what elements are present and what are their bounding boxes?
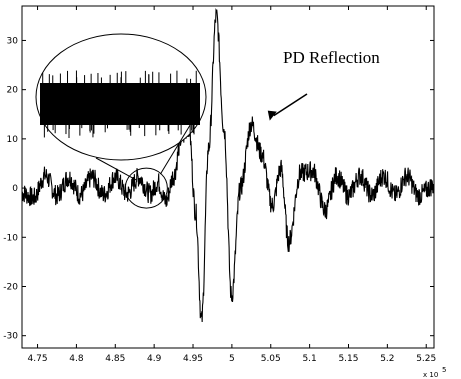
y-tick-label: -30	[3, 332, 18, 342]
x-tick-label: 4.8	[69, 354, 84, 364]
zoom-noise-band	[40, 83, 200, 125]
annotation-layer	[35, 33, 308, 209]
pd-reflection-label: PD Reflection	[283, 48, 380, 67]
x-tick-label: 5.15	[338, 354, 358, 364]
zoom-connector-left	[95, 157, 137, 181]
pd-reflection-arrow	[273, 93, 308, 117]
x-tick-label: 5.1	[302, 354, 316, 364]
y-tick-label: -10	[3, 233, 18, 243]
y-tick-label: -20	[3, 282, 18, 292]
x-tick-label: 5	[229, 354, 235, 364]
plot-area	[21, 8, 435, 323]
y-tick-label: 0	[12, 184, 18, 194]
x-tick-label: 5.2	[380, 354, 394, 364]
zoom-source-ellipse	[124, 167, 168, 209]
axes: 4.75 4.8 4.85 4.9 4.95 5 5.05 5.1 5.15 5.2 5.25 -30…	[3, 5, 436, 364]
x-tick-label: 4.95	[183, 354, 203, 364]
y-tick-label: 20	[7, 86, 19, 96]
x-tick-label: 4.75	[28, 354, 48, 364]
series-line	[21, 8, 435, 323]
pd-reflection-arrowhead	[267, 110, 277, 121]
x-tick-label: 4.9	[147, 354, 162, 364]
x-tick-label: 4.85	[105, 354, 125, 364]
axes-frame	[21, 5, 435, 349]
x-multiplier-label: x 10	[423, 371, 438, 379]
x-tick-label: 5.25	[416, 354, 436, 364]
y-tick-label: 30	[7, 36, 19, 46]
x-multiplier-exponent: 5	[442, 366, 446, 374]
y-tick-label: 10	[7, 135, 19, 145]
x-tick-label: 5.05	[261, 354, 281, 364]
